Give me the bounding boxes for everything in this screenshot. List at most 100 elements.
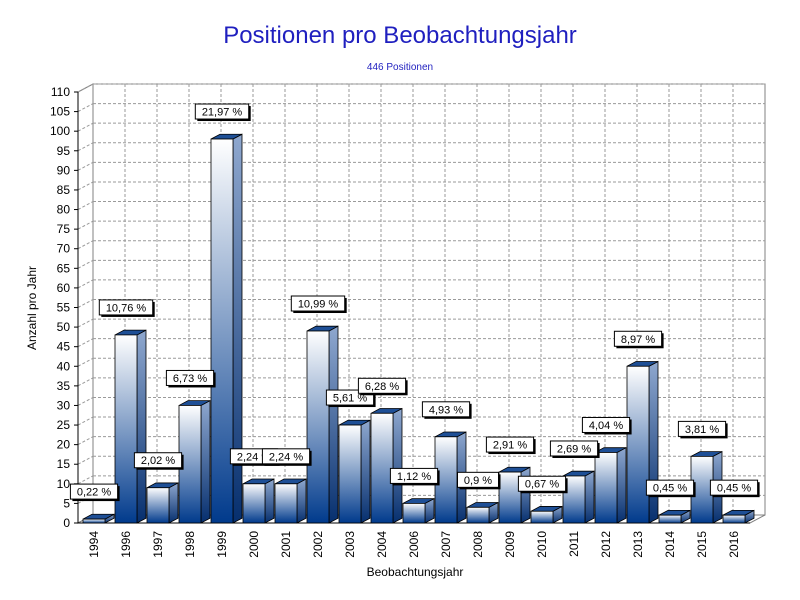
x-tick-label: 2012 [599, 531, 613, 558]
y-tick-label: 60 [57, 281, 71, 295]
data-label: 4,93 % [421, 401, 472, 419]
bar-side [296, 478, 307, 524]
data-label: 10,99 % [290, 295, 347, 314]
x-tick-label: 1998 [183, 531, 197, 558]
data-label: 21,97 % [194, 103, 251, 122]
y-tick-label: 105 [50, 105, 70, 119]
y-tick-label: 5 [63, 496, 70, 510]
bar-side [392, 407, 403, 524]
data-label-box [133, 452, 183, 469]
data-label-text: 2,91 % [493, 440, 527, 452]
data-label-box [709, 479, 759, 496]
axes: 0 5 10 15 20 25 30 35 40 45 50 55 60 65 70 75 80 85 90 95 10… [50, 85, 750, 558]
data-label-text: 2,02 % [141, 455, 175, 467]
y-tick-label: 45 [57, 340, 71, 354]
gridline-y-side [77, 377, 94, 387]
data-labels: 0,22 % 10,76 % 2,02 % 6,73 % 21,97 % 2,24 % 2,… [69, 103, 760, 502]
bar-side [520, 466, 531, 524]
data-label: 0,67 % [517, 475, 568, 494]
bar [338, 424, 362, 524]
x-tick-label: 2014 [663, 531, 677, 558]
data-label-text: 4,93 % [429, 404, 463, 416]
data-label-text: 6,28 % [365, 381, 399, 393]
data-label-text: 8,97 % [621, 334, 655, 346]
gridline-y-side [77, 220, 94, 230]
data-label-text: 2,24 % [269, 451, 303, 463]
data-label-box [261, 448, 311, 465]
y-tick-label: 25 [57, 418, 71, 432]
bar [242, 483, 266, 524]
bar [530, 510, 554, 524]
y-tick-label: 75 [57, 222, 71, 236]
data-label-text: 0,45 % [653, 483, 687, 495]
x-tick-label: 1994 [87, 531, 101, 558]
y-tick-label: 15 [57, 457, 71, 471]
data-label-box [290, 295, 346, 312]
data-label-box [194, 103, 250, 120]
bars [82, 133, 755, 524]
x-tick-label: 2008 [471, 531, 485, 558]
gridline-y-side [77, 357, 94, 367]
x-tick-label: 2007 [439, 531, 453, 558]
bar [114, 334, 138, 524]
data-label: 8,97 % [613, 330, 664, 349]
y-tick-label: 100 [50, 124, 70, 138]
data-label-box [677, 420, 727, 437]
bar [146, 487, 170, 524]
data-label-text: 0,9 % [464, 475, 492, 487]
data-label: 2,24 % [261, 448, 312, 466]
x-tick-label: 2004 [375, 531, 389, 558]
y-tick-label: 20 [57, 438, 71, 452]
y-tick-label: 40 [57, 359, 71, 373]
gridline-y-side [77, 436, 94, 446]
bar-side [200, 399, 211, 524]
bar [402, 503, 426, 524]
y-tick-label: 50 [57, 320, 71, 334]
x-axis-label: Beobachtungsjahr [367, 565, 464, 579]
bar [498, 471, 522, 524]
y-tick-label: 35 [57, 379, 71, 393]
data-label-box [421, 401, 471, 418]
x-tick-label: 2013 [631, 531, 645, 558]
data-label-box [517, 475, 567, 492]
data-label-box [613, 330, 663, 347]
gridline-y-side [77, 397, 94, 406]
data-label: 0,9 % [457, 471, 501, 490]
data-label-box [645, 479, 695, 496]
data-label-box [389, 467, 439, 484]
gridline-y-side [77, 240, 94, 250]
gridline-y-side [77, 142, 94, 152]
bar-side [264, 478, 275, 524]
data-label: 6,28 % [357, 377, 408, 396]
data-label: 4,04 % [581, 416, 632, 435]
bar-side [584, 470, 595, 524]
data-label: 0,22 % [69, 483, 120, 502]
bar-side [136, 329, 147, 524]
data-label-text: 10,76 % [106, 302, 147, 314]
data-label: 3,81 % [677, 420, 728, 439]
data-label: 0,45 % [709, 479, 760, 498]
gridline-y-side [77, 318, 94, 328]
data-label: 6,73 % [165, 369, 216, 388]
chart-title: Positionen pro Beobachtungsjahr [223, 22, 577, 49]
x-tick-label: 2006 [407, 531, 421, 558]
x-tick-label: 2000 [247, 531, 261, 558]
data-label: 2,91 % [485, 436, 536, 455]
y-tick-label: 55 [57, 301, 71, 315]
x-tick-label: 2003 [343, 531, 357, 558]
x-tick-label: 1997 [151, 531, 165, 558]
y-tick-label: 65 [57, 261, 71, 275]
bar [306, 330, 330, 524]
gridline-y-side [77, 494, 94, 504]
gridline-y-side [77, 455, 94, 465]
bar [274, 483, 298, 524]
gridline-y-side [77, 161, 94, 171]
gridline-y-side [77, 181, 94, 191]
data-label-box [69, 483, 119, 500]
data-label-box [485, 436, 535, 453]
data-label-text: 5,61 % [333, 393, 367, 405]
x-tick-label: 2011 [567, 531, 581, 557]
y-tick-label: 70 [57, 242, 71, 256]
gridline-y-side [77, 83, 94, 93]
